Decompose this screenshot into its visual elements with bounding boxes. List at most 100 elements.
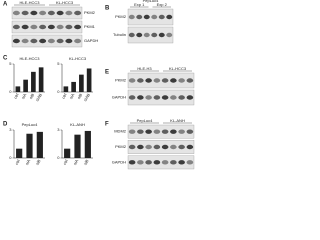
panel-letter: A — [3, 2, 8, 8]
band — [170, 160, 177, 165]
bar — [26, 133, 33, 158]
panel-letter: B — [105, 6, 110, 12]
group-label: Exp 1 — [134, 2, 145, 7]
x-tick-label: siA — [68, 92, 75, 100]
band — [161, 160, 169, 165]
bar — [64, 148, 71, 158]
bar — [15, 86, 21, 92]
row-label: PKM2 — [115, 78, 127, 83]
band — [137, 160, 144, 165]
row-label: GAPDH — [84, 38, 98, 43]
y-tick-label: 0 — [9, 89, 12, 94]
blot-strip — [127, 8, 174, 26]
blot-strip — [11, 34, 83, 48]
chart-title: HLE-HCC3 — [19, 56, 40, 61]
band — [151, 14, 158, 20]
blot-strip — [127, 26, 174, 44]
group-label: KL-HCC3 — [169, 66, 187, 71]
band — [12, 10, 20, 16]
band — [128, 95, 136, 100]
bar — [31, 71, 36, 92]
x-tick-label: siB — [83, 158, 90, 166]
band — [74, 24, 82, 30]
chart-title: PepLuc4 — [22, 122, 39, 127]
band — [158, 14, 165, 20]
band — [178, 129, 185, 134]
group-label: HLE-HCC3 — [19, 0, 40, 5]
band — [151, 32, 158, 38]
band — [30, 24, 38, 30]
group-label: Exp 2 — [157, 2, 168, 7]
band — [56, 38, 64, 44]
band — [128, 14, 135, 20]
band — [128, 32, 135, 38]
band — [21, 24, 29, 30]
blot-header: PepLuc4 — [143, 0, 160, 3]
bar — [16, 148, 23, 158]
band — [178, 95, 185, 100]
band — [39, 10, 47, 16]
band — [128, 144, 136, 150]
blot-strip — [127, 155, 195, 170]
y-tick-label: 3 — [9, 127, 12, 132]
band — [153, 129, 161, 134]
group-label: KL-HCC3 — [56, 0, 74, 5]
band — [30, 38, 38, 44]
band — [186, 129, 194, 134]
band — [186, 160, 194, 165]
band — [153, 160, 161, 165]
x-tick-label: siB — [35, 158, 42, 166]
group-label: HLE-H3 — [137, 66, 152, 71]
x-tick-label: siAB — [34, 92, 43, 102]
band — [161, 95, 169, 100]
band — [128, 129, 136, 134]
band — [137, 144, 144, 150]
band — [170, 144, 177, 150]
y-tick-label: 0 — [57, 89, 60, 94]
band — [143, 32, 150, 38]
band — [153, 144, 161, 150]
blot-strip — [127, 89, 195, 106]
band — [186, 95, 194, 100]
band — [143, 14, 150, 20]
bar — [38, 67, 44, 92]
band — [21, 38, 29, 44]
band — [65, 38, 73, 44]
row-label: PKM2 — [115, 14, 127, 19]
blot-strip — [11, 6, 83, 20]
bar — [36, 131, 43, 158]
bar — [79, 74, 84, 92]
band — [74, 10, 82, 16]
band — [145, 129, 152, 134]
band — [137, 129, 144, 134]
bar — [84, 130, 91, 158]
chart-title: KL-ANH — [70, 122, 85, 127]
band — [39, 38, 47, 44]
panel-letter: C — [3, 56, 8, 62]
x-tick-label: ctrl — [62, 158, 69, 165]
band — [65, 10, 73, 16]
band — [170, 78, 177, 83]
row-label: PKM2 — [84, 10, 96, 15]
band — [128, 78, 136, 83]
band — [166, 14, 173, 20]
band — [65, 24, 73, 30]
bar — [71, 81, 76, 92]
row-label: PKM2 — [115, 144, 127, 149]
band — [12, 38, 20, 44]
band — [47, 24, 55, 30]
row-label: GAPDH — [112, 95, 126, 100]
x-tick-label: siB — [28, 92, 35, 100]
x-tick-label: siA — [72, 158, 79, 166]
band — [74, 38, 82, 44]
blot-strip — [127, 124, 195, 139]
panel-letter: D — [3, 122, 8, 128]
band — [170, 129, 177, 134]
band — [161, 78, 169, 83]
bar — [23, 79, 28, 92]
band — [47, 10, 55, 16]
blot-strip — [127, 140, 195, 154]
blot-strip — [127, 72, 195, 89]
y-tick-label: 5 — [57, 61, 60, 66]
row-label: PKM1 — [84, 24, 96, 29]
